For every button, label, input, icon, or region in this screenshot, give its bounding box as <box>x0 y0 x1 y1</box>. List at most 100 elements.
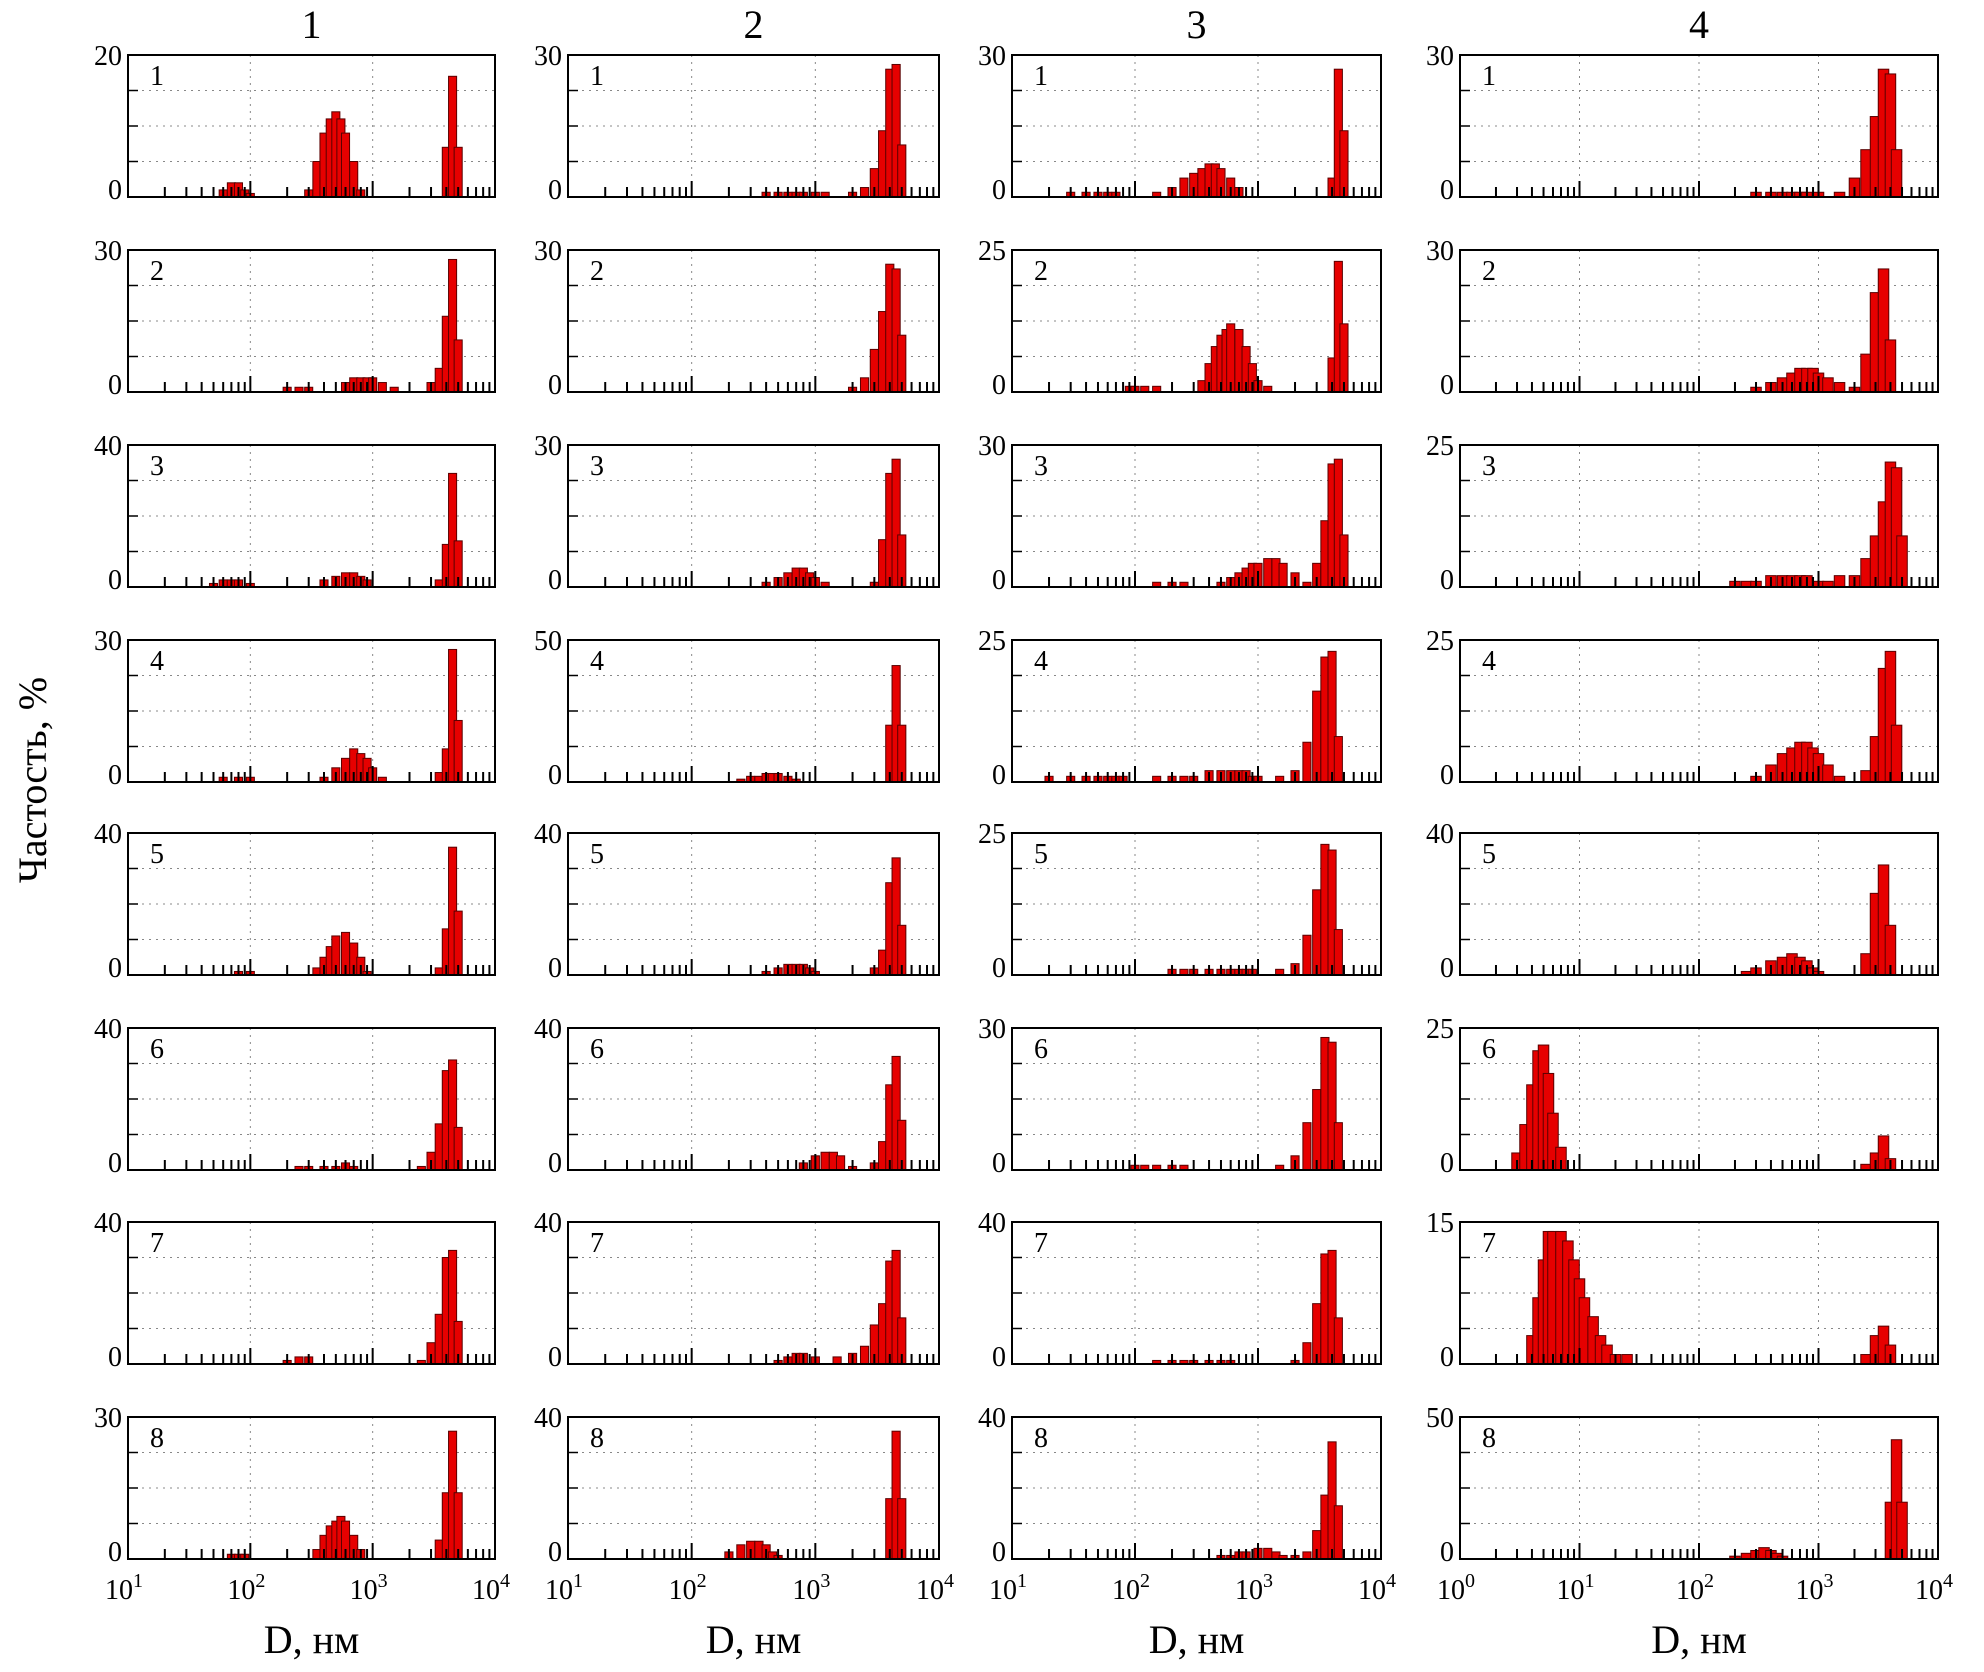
x-tick-label: 102 <box>1676 1570 1714 1606</box>
y-tick-label-zero: 0 <box>108 1148 122 1179</box>
panel-1-7: 7 40 0 <box>94 1208 496 1373</box>
panel-1-4: 4 30 0 <box>94 626 496 791</box>
y-tick-label-zero: 0 <box>992 953 1006 984</box>
histogram-bar <box>1621 1354 1633 1365</box>
y-tick-label-zero: 0 <box>548 1537 562 1568</box>
x-tick-exponent: 2 <box>1704 1570 1714 1592</box>
y-tick-label-zero: 0 <box>1440 1537 1454 1568</box>
panel-number-label: 7 <box>1482 1228 1496 1259</box>
x-axis-label: D, нм <box>706 1617 802 1662</box>
panel-frame <box>1011 444 1382 588</box>
y-tick-label-max: 30 <box>94 626 122 657</box>
histogram-bar <box>1302 741 1312 783</box>
histogram-bar <box>1278 562 1288 588</box>
panel-frame <box>1459 444 1939 588</box>
panel-number-label: 6 <box>1034 1034 1048 1065</box>
y-tick-label-max: 40 <box>978 1208 1006 1239</box>
y-tick-label-zero: 0 <box>548 175 562 206</box>
panel-3-1: 1 30 0 3 <box>978 2 1382 206</box>
panel-number-label: 7 <box>1034 1228 1048 1259</box>
panel-frame <box>127 444 496 588</box>
histogram-bar <box>1312 889 1322 976</box>
histogram-bar <box>1302 1342 1312 1365</box>
panel-frame <box>1011 639 1382 783</box>
panel-frame <box>127 639 496 783</box>
x-tick-label: 103 <box>1235 1570 1273 1606</box>
panel-frame <box>567 444 940 588</box>
x-tick-label: 101 <box>545 1570 583 1606</box>
histogram-bar <box>1333 929 1343 976</box>
panel-number-label: 6 <box>1482 1034 1496 1065</box>
panel-number-label: 2 <box>1034 256 1048 287</box>
column-header: 2 <box>744 2 764 47</box>
panel-number-label: 1 <box>590 61 604 92</box>
histogram-bar <box>1860 1354 1872 1365</box>
y-tick-label-max: 30 <box>978 1014 1006 1045</box>
y-tick-label-zero: 0 <box>992 1342 1006 1373</box>
panel-number-label: 5 <box>1034 839 1048 870</box>
panel-3-5: 5 25 0 <box>978 819 1382 984</box>
y-tick-label-zero: 0 <box>992 1148 1006 1179</box>
panel-frame <box>567 1416 940 1560</box>
x-tick-exponent: 3 <box>1824 1570 1834 1592</box>
y-tick-label-max: 30 <box>978 41 1006 72</box>
y-tick-label-max: 15 <box>1426 1208 1454 1239</box>
y-tick-label-max: 40 <box>94 1208 122 1239</box>
panel-number-label: 1 <box>150 61 164 92</box>
panel-2-3: 3 30 0 <box>534 431 940 596</box>
histogram-bar <box>859 1345 870 1365</box>
y-tick-label-zero: 0 <box>548 1148 562 1179</box>
histogram-bar <box>820 1151 830 1171</box>
histogram-bar <box>1890 149 1903 198</box>
panel-number-label: 2 <box>1482 256 1496 287</box>
panel-2-1: 1 30 0 2 <box>534 2 940 206</box>
x-tick-exponent: 4 <box>1943 1570 1953 1592</box>
x-tick-label: 104 <box>1915 1570 1953 1606</box>
x-tick-exponent: 4 <box>1386 1570 1396 1592</box>
y-tick-label-zero: 0 <box>992 565 1006 596</box>
y-tick-label-zero: 0 <box>992 370 1006 401</box>
panel-3-6: 6 30 0 <box>978 1014 1382 1179</box>
x-tick-exponent: 3 <box>378 1570 388 1592</box>
y-tick-label-zero: 0 <box>108 1537 122 1568</box>
y-tick-label-max: 25 <box>978 626 1006 657</box>
panel-number-label: 3 <box>1034 451 1048 482</box>
y-tick-label-zero: 0 <box>108 1342 122 1373</box>
y-tick-label-max: 40 <box>534 1208 562 1239</box>
panel-2-6: 6 40 0 <box>534 1014 940 1179</box>
y-tick-label-zero: 0 <box>992 760 1006 791</box>
panel-number-label: 2 <box>150 256 164 287</box>
histogram-bar <box>1312 690 1322 783</box>
x-tick-label: 103 <box>350 1570 388 1606</box>
panel-4-6: 6 25 0 <box>1426 1014 1939 1179</box>
y-tick-label-zero: 0 <box>1440 953 1454 984</box>
panel-2-5: 5 40 0 <box>534 819 940 984</box>
panel-frame <box>1459 1416 1939 1560</box>
panel-number-label: 5 <box>590 839 604 870</box>
histogram-bar <box>1302 1122 1312 1171</box>
histogram-bar <box>1860 353 1872 393</box>
panel-number-label: 2 <box>590 256 604 287</box>
panel-3-3: 3 30 0 <box>978 431 1382 596</box>
x-tick-exponent: 4 <box>500 1570 510 1592</box>
panel-number-label: 4 <box>590 646 604 677</box>
y-tick-label-max: 30 <box>534 41 562 72</box>
panel-frame <box>1011 832 1382 976</box>
y-tick-label-zero: 0 <box>1440 370 1454 401</box>
panel-2-4: 4 50 0 <box>534 626 940 791</box>
x-tick-label: 104 <box>916 1570 954 1606</box>
x-tick-label: 103 <box>792 1570 830 1606</box>
y-tick-label-max: 25 <box>978 236 1006 267</box>
panel-4-5: 5 40 0 <box>1426 819 1939 984</box>
panel-frame <box>567 832 940 976</box>
histogram-bar <box>832 1356 842 1365</box>
panel-1-5: 5 40 0 <box>94 819 496 984</box>
y-tick-label-zero: 0 <box>548 565 562 596</box>
histogram-bar <box>377 382 387 393</box>
y-tick-label-max: 40 <box>534 819 562 850</box>
y-tick-label-zero: 0 <box>992 1537 1006 1568</box>
y-tick-label-zero: 0 <box>1440 1342 1454 1373</box>
panel-4-7: 7 15 0 <box>1426 1208 1939 1373</box>
